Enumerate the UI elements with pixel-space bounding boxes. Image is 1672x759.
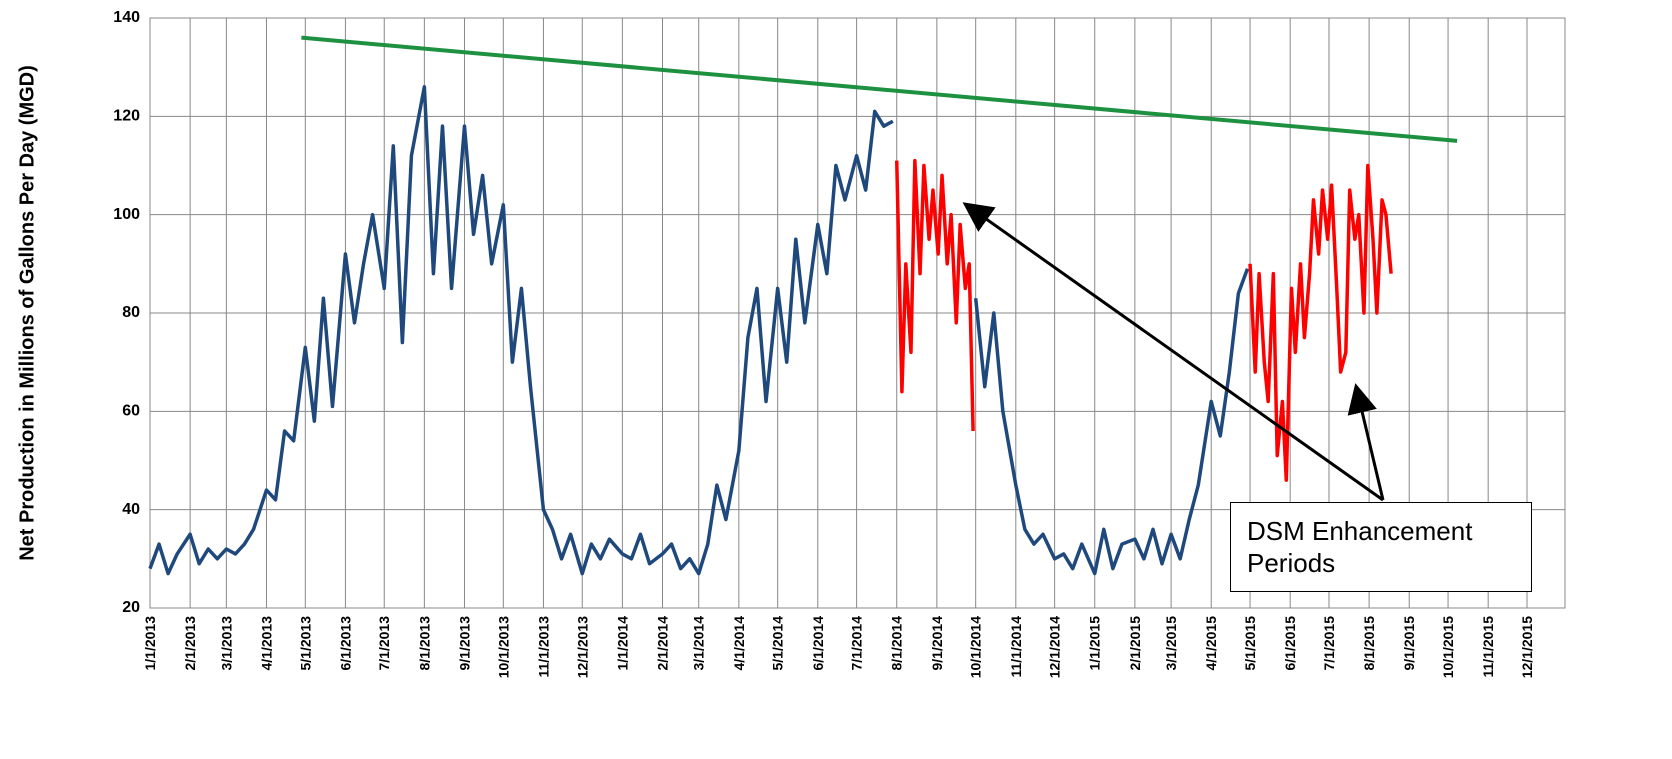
x-tick-label: 10/1/2013 <box>495 616 511 678</box>
x-tick-label: 4/1/2014 <box>731 616 747 671</box>
x-tick-label: 12/1/2014 <box>1047 616 1063 678</box>
y-tick-label: 40 <box>122 501 140 518</box>
x-tick-label: 2/1/2015 <box>1127 616 1143 671</box>
x-tick-label: 9/1/2013 <box>456 616 472 671</box>
x-tick-label: 8/1/2015 <box>1361 616 1377 671</box>
y-tick-label: 80 <box>122 304 140 321</box>
x-tick-label: 5/1/2014 <box>770 616 786 671</box>
x-tick-label: 8/1/2013 <box>416 616 432 671</box>
arrow <box>1347 383 1385 501</box>
data-line <box>301 35 1458 143</box>
x-tick-label: 3/1/2014 <box>691 616 707 671</box>
annotation: DSM Enhancement Periods <box>1230 502 1532 592</box>
x-tick-label: 9/1/2015 <box>1401 616 1417 671</box>
x-tick-label: 5/1/2015 <box>1242 616 1258 671</box>
x-tick-label: 6/1/2014 <box>810 616 826 671</box>
x-tick-label: 5/1/2013 <box>297 616 313 671</box>
data-line <box>1248 163 1393 482</box>
x-tick-label: 7/1/2014 <box>849 616 865 671</box>
x-tick-label: 12/1/2015 <box>1519 616 1535 678</box>
y-axis-label: Net Production in Millions of Gallons Pe… <box>16 65 38 561</box>
x-tick-label: 3/1/2015 <box>1163 616 1179 671</box>
x-tick-label: 12/1/2013 <box>574 616 590 678</box>
x-tick-label: 1/1/2015 <box>1087 616 1103 671</box>
x-tick-label: 6/1/2013 <box>337 616 353 671</box>
x-tick-label: 1/1/2014 <box>614 616 630 671</box>
x-tick-label: 2/1/2014 <box>654 616 670 671</box>
y-tick-label: 120 <box>113 108 140 125</box>
x-tick-label: 3/1/2013 <box>218 616 234 671</box>
x-tick-label: 7/1/2015 <box>1321 616 1337 671</box>
y-tick-label: 100 <box>113 206 140 223</box>
x-tick-label: 11/1/2014 <box>1008 616 1024 678</box>
arrow <box>962 202 1384 502</box>
y-tick-label: 60 <box>122 403 140 420</box>
x-tick-label: 9/1/2014 <box>929 616 945 671</box>
x-tick-label: 1/1/2013 <box>142 616 158 671</box>
x-tick-label: 10/1/2014 <box>968 616 984 678</box>
y-tick-label: 20 <box>122 599 140 616</box>
y-tick-label: 140 <box>113 9 140 26</box>
x-tick-label: 7/1/2013 <box>376 616 392 671</box>
x-tick-label: 2/1/2013 <box>182 616 198 671</box>
x-tick-label: 8/1/2014 <box>889 616 905 671</box>
data-line <box>894 158 975 432</box>
x-tick-label: 10/1/2015 <box>1440 616 1456 678</box>
x-tick-label: 11/1/2015 <box>1480 616 1496 678</box>
data-line <box>148 85 894 576</box>
x-tick-label: 11/1/2013 <box>535 616 551 678</box>
data-line <box>973 268 1250 576</box>
x-tick-label: 4/1/2013 <box>258 616 274 671</box>
x-tick-label: 6/1/2015 <box>1282 616 1298 671</box>
x-tick-label: 4/1/2015 <box>1203 616 1219 671</box>
